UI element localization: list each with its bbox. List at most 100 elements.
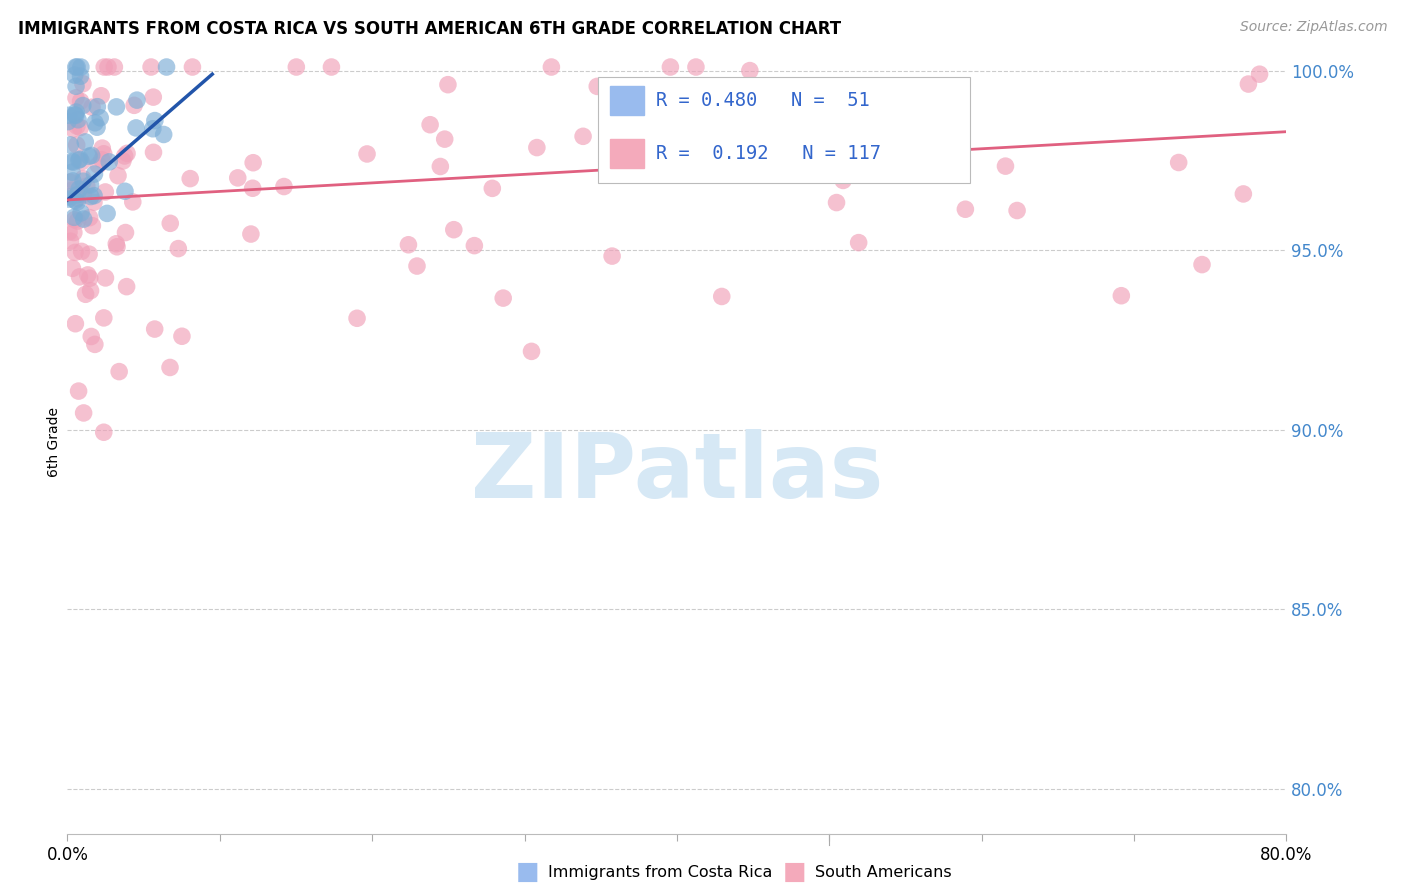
Point — [80, 329, 103, 343]
Point — [62, 261, 84, 276]
Point — [242, 181, 264, 195]
Point — [72, 171, 94, 186]
Point — [66, 194, 89, 209]
Point — [832, 173, 855, 187]
Point — [83, 337, 105, 351]
Point — [67, 384, 90, 398]
Point — [58, 108, 80, 122]
Point — [114, 149, 136, 163]
Point — [396, 237, 419, 252]
Point — [526, 140, 548, 154]
Point — [63, 68, 86, 82]
Point — [90, 153, 112, 167]
Point — [356, 147, 378, 161]
Point — [94, 271, 117, 285]
Point — [69, 94, 91, 108]
Point — [738, 63, 761, 78]
Point — [94, 185, 117, 199]
Point — [103, 60, 125, 74]
Point — [73, 212, 96, 227]
Point — [59, 175, 82, 189]
Point — [492, 291, 515, 305]
Point — [62, 174, 84, 188]
Point — [105, 100, 128, 114]
Point — [72, 77, 94, 91]
Point — [60, 165, 83, 179]
Bar — [610, 138, 644, 168]
Point — [60, 183, 83, 197]
Point — [69, 152, 91, 166]
Point — [77, 247, 100, 261]
Point — [65, 108, 87, 122]
Point — [69, 69, 91, 83]
Point — [65, 105, 87, 120]
Point — [437, 78, 460, 92]
Point — [540, 60, 562, 74]
Point — [955, 202, 977, 217]
Point — [779, 152, 801, 166]
Point — [1249, 67, 1271, 81]
Point — [600, 249, 623, 263]
Point — [66, 60, 89, 74]
Point — [239, 227, 262, 241]
FancyBboxPatch shape — [598, 77, 970, 183]
Point — [63, 245, 86, 260]
Point — [59, 137, 82, 152]
Point — [226, 170, 249, 185]
Point — [58, 192, 80, 206]
Point — [825, 195, 848, 210]
Point — [58, 225, 80, 239]
Point — [419, 118, 441, 132]
Point — [67, 112, 90, 127]
Point — [93, 60, 115, 74]
Point — [56, 114, 79, 128]
Point — [152, 128, 174, 142]
Point — [69, 120, 91, 135]
Point — [142, 145, 165, 160]
Point — [72, 187, 94, 202]
Point — [66, 187, 89, 202]
Point — [84, 116, 107, 130]
Point — [75, 287, 97, 301]
Point — [82, 219, 104, 233]
Point — [142, 90, 165, 104]
Point — [62, 122, 84, 136]
Point — [66, 192, 89, 206]
Text: South Americans: South Americans — [815, 865, 952, 880]
Point — [70, 206, 93, 220]
Point — [887, 85, 910, 99]
Point — [66, 119, 89, 133]
Point — [87, 158, 110, 172]
Point — [76, 178, 98, 193]
Point — [155, 60, 177, 74]
Point — [862, 140, 884, 154]
Point — [321, 60, 343, 74]
Point — [70, 244, 93, 259]
Point — [346, 311, 368, 326]
Point — [481, 181, 503, 195]
Point — [83, 195, 105, 210]
Point — [108, 365, 131, 379]
Point — [80, 148, 103, 162]
Point — [710, 289, 733, 303]
Point — [80, 100, 103, 114]
Text: IMMIGRANTS FROM COSTA RICA VS SOUTH AMERICAN 6TH GRADE CORRELATION CHART: IMMIGRANTS FROM COSTA RICA VS SOUTH AMER… — [18, 20, 841, 37]
Y-axis label: 6th Grade: 6th Grade — [46, 407, 60, 476]
Point — [1237, 77, 1260, 91]
Point — [72, 406, 94, 420]
Point — [125, 120, 148, 135]
Point — [65, 317, 87, 331]
Point — [142, 121, 165, 136]
Point — [114, 226, 136, 240]
Text: R =  0.192   N = 117: R = 0.192 N = 117 — [657, 144, 882, 162]
Point — [69, 269, 91, 284]
Point — [1005, 203, 1028, 218]
Point — [463, 238, 485, 252]
Point — [79, 271, 101, 285]
Point — [167, 242, 190, 256]
Point — [1191, 258, 1213, 272]
Point — [1167, 155, 1189, 169]
Point — [242, 155, 264, 169]
Point — [60, 154, 83, 169]
Point — [70, 154, 93, 169]
